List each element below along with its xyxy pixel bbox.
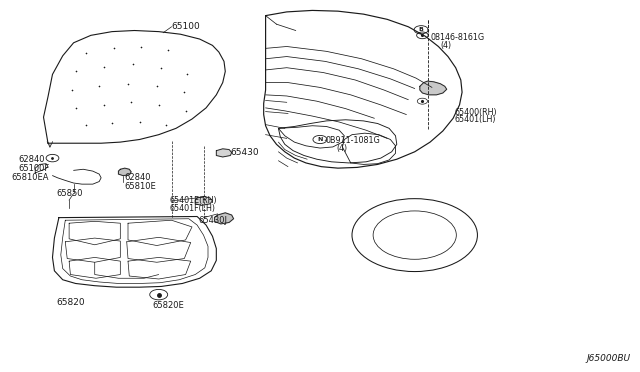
Text: 65850: 65850 [56, 189, 83, 198]
Text: 65400(RH): 65400(RH) [454, 108, 497, 117]
Polygon shape [195, 196, 212, 205]
Text: 65430J: 65430J [198, 216, 227, 225]
Text: (4): (4) [336, 144, 347, 153]
Text: B: B [419, 27, 424, 32]
Text: 62840: 62840 [125, 173, 151, 182]
Text: (4): (4) [440, 41, 451, 50]
Text: 65820E: 65820E [152, 301, 184, 310]
Text: 0B911-1081G: 0B911-1081G [325, 136, 380, 145]
Text: 65810EA: 65810EA [12, 173, 49, 182]
Text: N: N [317, 137, 323, 142]
Text: 65401F(LH): 65401F(LH) [170, 204, 216, 213]
Text: 65100F: 65100F [18, 164, 49, 173]
Polygon shape [216, 149, 232, 157]
Polygon shape [420, 81, 447, 95]
Text: 65100: 65100 [172, 22, 200, 31]
Polygon shape [214, 213, 234, 224]
Text: 65820: 65820 [56, 298, 85, 307]
Text: 65401E(RH): 65401E(RH) [170, 196, 217, 205]
Text: 65401(LH): 65401(LH) [454, 115, 496, 124]
Text: 62840: 62840 [18, 155, 44, 164]
Text: 65430: 65430 [230, 148, 259, 157]
Text: 08146-8161G: 08146-8161G [430, 33, 484, 42]
Polygon shape [118, 168, 131, 176]
Text: 65810E: 65810E [125, 182, 157, 191]
Text: J65000BU: J65000BU [586, 354, 630, 363]
